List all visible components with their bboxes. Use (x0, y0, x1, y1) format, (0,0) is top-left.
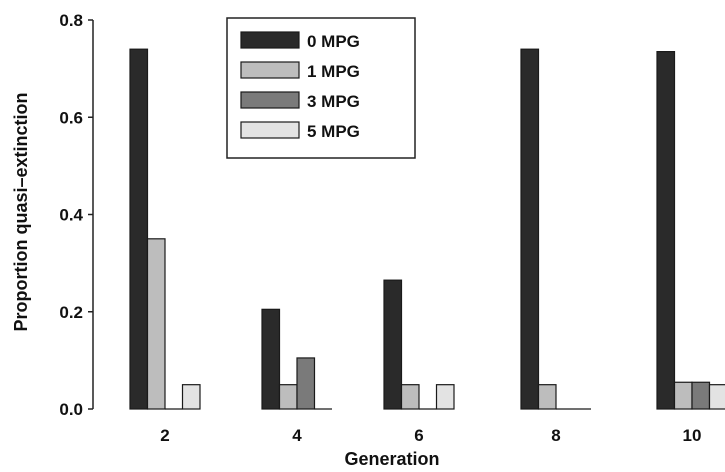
bar-gen4-3mpg (296, 357, 316, 410)
bar-gen8-0mpg (520, 48, 540, 410)
legend-label: 3 MPG (307, 92, 360, 111)
legend-swatch (240, 61, 300, 79)
bar-gen4-1mpg (278, 384, 298, 410)
y-tick-label: 0.2 (59, 303, 83, 322)
bar-gen10-1mpg (673, 381, 693, 410)
bar-gen6-0mpg (383, 279, 403, 410)
bar-gen8-1mpg (537, 384, 557, 410)
x-tick-label: 6 (414, 426, 423, 445)
bar-gen2-1mpg (146, 238, 166, 410)
x-axis-label: Generation (344, 449, 439, 469)
legend-label: 0 MPG (307, 32, 360, 51)
x-tick-label: 2 (160, 426, 169, 445)
legend: 0 MPG 1 MPG 3 MPG 5 MPG (226, 17, 416, 159)
x-tick-label: 8 (551, 426, 560, 445)
bar-gen4-0mpg (261, 308, 281, 410)
legend-swatch (240, 91, 300, 109)
y-tick-label: 0.8 (59, 11, 83, 30)
bar-gen10-0mpg (656, 51, 676, 410)
bar-gen10-3mpg (691, 381, 711, 410)
legend-label: 1 MPG (307, 62, 360, 81)
x-tick-label: 4 (292, 426, 302, 445)
bar-gen2-5mpg (181, 384, 201, 410)
plot-area: 0.0 0.2 0.4 0.6 0.8 2 4 6 8 10 (59, 11, 725, 445)
y-tick-label: 0.4 (59, 206, 83, 225)
y-tick-label: 0.0 (59, 400, 83, 419)
legend-swatch (240, 121, 300, 139)
legend-swatch (240, 31, 300, 49)
bar-gen10-5mpg (708, 384, 725, 410)
y-axis-label: Proportion quasi–extinction (11, 92, 31, 331)
legend-label: 5 MPG (307, 122, 360, 141)
y-tick-label: 0.6 (59, 108, 83, 127)
bar-gen6-5mpg (435, 384, 455, 410)
x-tick-label: 10 (683, 426, 702, 445)
bar-gen6-1mpg (400, 384, 420, 410)
bar-gen2-0mpg (129, 48, 149, 410)
